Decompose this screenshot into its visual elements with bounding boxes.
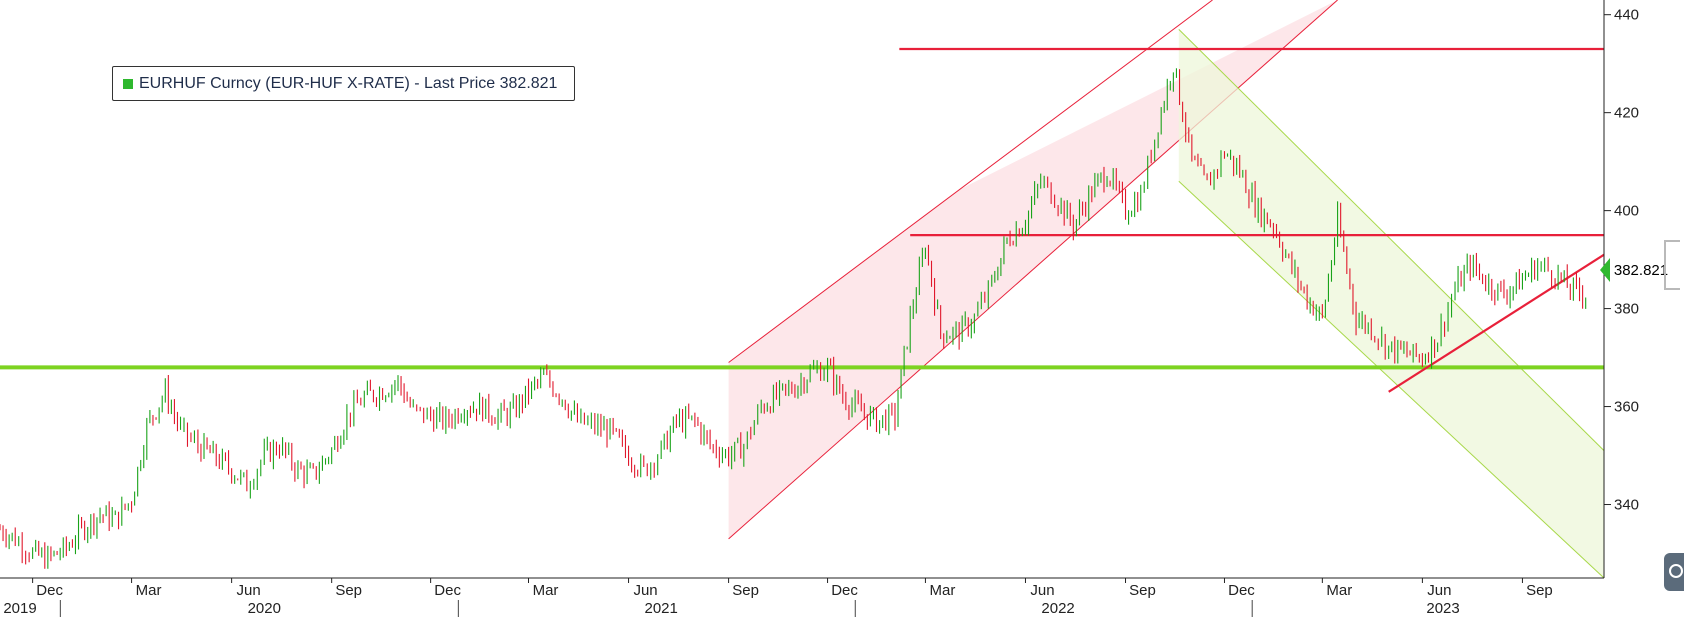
panel-resize-handle[interactable] [1664,240,1680,290]
year-label: 2019 [3,600,36,617]
x-tick-label: Mar [1326,582,1352,599]
x-tick-label: Dec [434,582,461,599]
channel-fill [1178,29,1604,578]
y-tick-label: 340 [1614,497,1639,514]
x-tick-label: Dec [1228,582,1255,599]
legend-swatch [123,78,133,89]
year-label: 2022 [1041,600,1074,617]
legend: EURHUF Curncy (EUR-HUF X-RATE) - Last Pr… [112,66,576,101]
legend-label: EURHUF Curncy (EUR-HUF X-RATE) - Last Pr… [139,74,558,92]
y-tick-label: 380 [1614,301,1639,318]
x-tick-label: Mar [930,582,956,599]
x-tick-label: Sep [1526,582,1553,599]
x-tick-label: Sep [335,582,362,599]
y-tick-label: 400 [1614,203,1639,220]
trendline[interactable] [1388,253,1605,393]
channel-upper-line[interactable] [728,0,1213,363]
channel-lower-line[interactable] [1178,180,1605,579]
y-tick-label: 440 [1614,7,1639,24]
year-label: 2023 [1426,600,1459,617]
axes: 340 360 380 400 420 440 Dec Mar Jun Sep Dec Mar Jun S… [0,0,1639,617]
x-tick-label: Jun [1427,582,1451,599]
x-tick-label: Mar [533,582,559,599]
last-price-value: 382.821 [1613,261,1669,279]
x-tick-label: Jun [237,582,261,599]
channel-bands [728,0,1605,579]
candlestick-series [0,68,1587,569]
channel-lower-line[interactable] [728,0,1338,540]
x-tick-label: Mar [136,582,162,599]
x-tick-label: Sep [732,582,759,599]
channel-upper-line[interactable] [1178,29,1605,451]
year-label: 2021 [644,600,677,617]
y-tick-label: 420 [1614,105,1639,122]
x-tick-label: Jun [633,582,657,599]
x-tick-label: Dec [36,582,63,599]
x-tick-label: Sep [1129,582,1156,599]
y-tick-label: 360 [1614,399,1639,416]
x-tick-label: Dec [831,582,858,599]
x-tick-label: Jun [1030,582,1054,599]
chart-options-icon[interactable] [1664,553,1684,591]
last-price-tag: 382.821 [1600,258,1672,282]
year-label: 2020 [248,600,281,617]
